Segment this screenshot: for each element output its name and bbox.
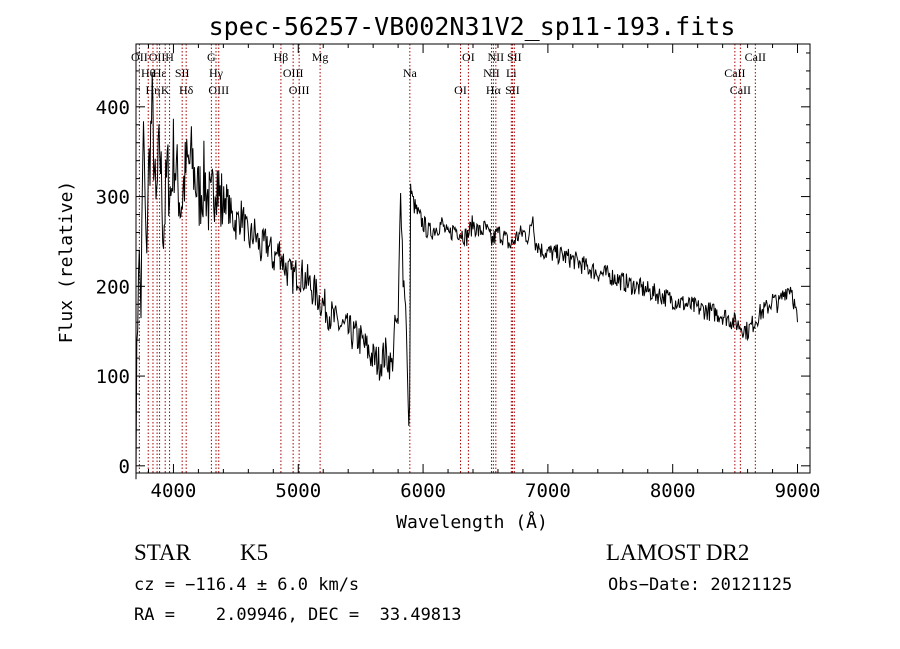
x-axis-label: Wavelength (Å) xyxy=(396,511,548,533)
object-subclass: K5 xyxy=(240,540,268,565)
y-tick-label: 400 xyxy=(96,97,130,119)
line-marker-label: H xyxy=(165,50,174,64)
survey-name: LAMOST DR2 xyxy=(606,540,749,565)
coordinates-readout: RA = 2.09946, DEC = 33.49813 xyxy=(134,605,462,625)
plot-frame xyxy=(135,43,811,474)
line-marker-label: OI xyxy=(454,83,467,97)
line-marker-label: Hγ xyxy=(209,66,224,80)
object-class: STAR xyxy=(134,540,192,565)
plot-axes: 4000 5000 6000 7000 8000 9000 0 100 200 300 400 xyxy=(96,43,821,502)
line-marker-label: Na xyxy=(403,66,418,80)
x-tick-label: 4000 xyxy=(151,480,197,502)
line-marker-label: Hε xyxy=(153,66,167,80)
line-marker-label: OII xyxy=(131,50,148,64)
line-marker-label: OIII xyxy=(289,83,310,97)
line-marker-label: CaII xyxy=(724,66,745,80)
observation-date: Obs−Date: 20121125 xyxy=(608,575,792,595)
line-marker-label: CaII xyxy=(730,83,751,97)
line-marker-label: OI xyxy=(462,50,475,64)
x-tick-label: 5000 xyxy=(275,480,321,502)
y-tick-label: 100 xyxy=(96,366,130,388)
redshift-readout: cz = −116.4 ± 6.0 km/s xyxy=(134,575,359,595)
line-marker-label: G xyxy=(207,50,216,64)
line-marker-label: OII xyxy=(149,50,166,64)
line-marker-label: SII xyxy=(507,50,522,64)
line-marker-label: Mg xyxy=(312,50,329,64)
y-tick-label: 200 xyxy=(96,276,130,298)
line-marker-label: SII xyxy=(175,66,190,80)
line-marker-label: Li xyxy=(506,66,517,80)
y-axis-label: Flux (relative) xyxy=(56,181,77,344)
y-tick-label: 300 xyxy=(96,187,130,209)
line-marker-label: OIII xyxy=(208,83,229,97)
chart-title: spec-56257-VB002N31V2_sp11-193.fits xyxy=(209,12,736,41)
line-marker-label: Hα xyxy=(486,83,502,97)
line-marker-label: Hβ xyxy=(274,50,289,64)
y-tick-label: 0 xyxy=(119,456,130,478)
spectrum-line xyxy=(135,72,798,480)
line-marker-label: NII xyxy=(488,50,505,64)
line-marker-label: NII xyxy=(483,66,500,80)
spectrum-series xyxy=(135,72,798,480)
x-tick-label: 9000 xyxy=(775,480,821,502)
spectral-line-labels: OIIHθHηOIIHεKHSIIHδGHγOIIIHβOIIIOIIIMgNa… xyxy=(131,50,766,97)
spectral-line-markers xyxy=(138,44,756,473)
line-marker-label: Hδ xyxy=(179,83,194,97)
line-marker-label: CaII xyxy=(745,50,766,64)
x-tick-label: 7000 xyxy=(525,480,571,502)
line-marker-label: OIII xyxy=(283,66,304,80)
line-marker-label: K xyxy=(161,83,170,97)
x-tick-label: 8000 xyxy=(650,480,696,502)
line-marker-label: SII xyxy=(505,83,520,97)
x-tick-label: 6000 xyxy=(400,480,446,502)
